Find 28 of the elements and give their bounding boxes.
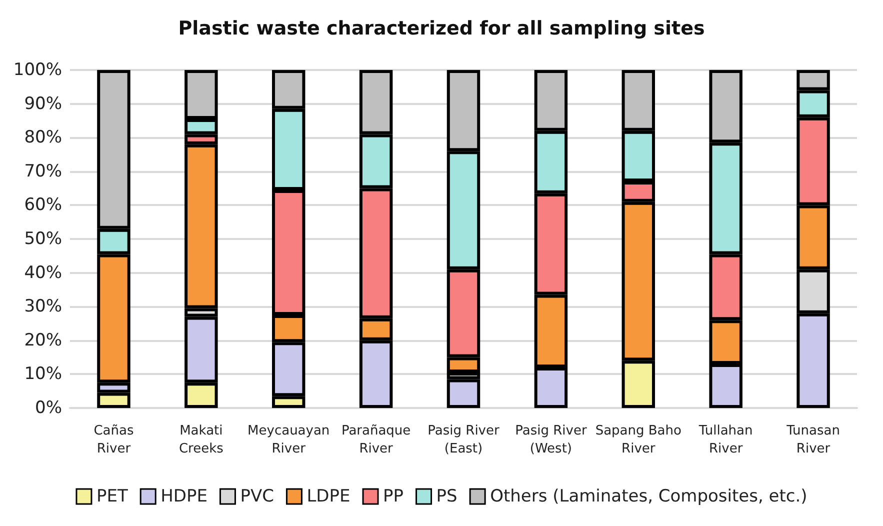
x-tick-label: Parañaque River (341, 424, 411, 456)
chart-title: Plastic waste characterized for all sampling sites (178, 18, 705, 40)
y-tick-label: 50% (24, 229, 62, 249)
x-tick-label: Sapang Baho River (595, 424, 682, 456)
y-tick-label: 0% (35, 398, 62, 418)
x-tick-label: Pasig River (East) (428, 424, 500, 456)
y-tick-label: 40% (24, 262, 62, 283)
y-tick-label: 100% (13, 60, 62, 80)
legend-label: PS (436, 486, 458, 506)
y-tick-label: 70% (24, 161, 62, 182)
x-tick-label: Pasig River (West) (515, 424, 588, 456)
legend-label: Others (Laminates, Composites, etc.) (490, 486, 808, 506)
y-tick-label: 80% (24, 128, 62, 148)
legend-label: LDPE (306, 486, 350, 506)
x-tick-label: Meycauayan River (248, 424, 330, 456)
legend-label: PET (96, 486, 128, 506)
legend-label: HDPE (160, 486, 208, 506)
y-tick-label: 10% (24, 364, 62, 384)
x-tick-label: Cañas River (94, 424, 134, 456)
legend-label: PVC (240, 486, 274, 506)
x-tick-label: Tunasan River (786, 424, 840, 456)
x-tick-label: Tullahan River (698, 424, 753, 456)
y-tick-label: 30% (24, 296, 62, 317)
y-tick-label: 90% (24, 94, 62, 114)
legend-label: PP (383, 486, 404, 506)
x-tick-label: Makati Creeks (178, 424, 224, 456)
y-tick-label: 60% (24, 195, 62, 216)
y-tick-label: 20% (24, 330, 62, 350)
